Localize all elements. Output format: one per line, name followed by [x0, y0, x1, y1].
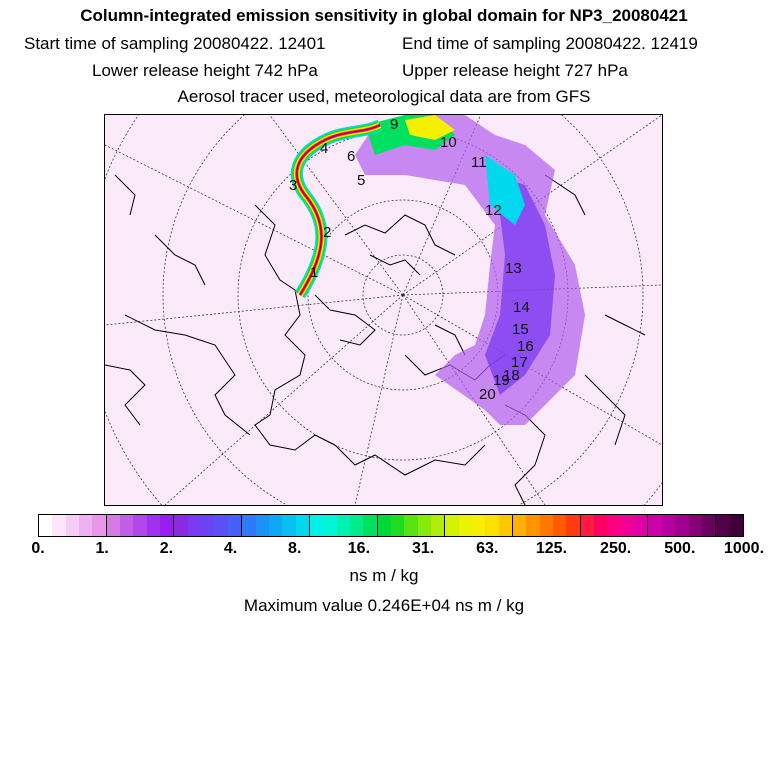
colorbar-tick-label: 8. — [288, 540, 302, 557]
colorbar-swatch — [227, 515, 243, 536]
trajectory-label: 10 — [440, 134, 457, 151]
colorbar-swatch — [404, 515, 418, 536]
colorbar-tick-label: 125. — [535, 540, 568, 557]
colorbar-swatch — [417, 515, 431, 536]
trajectory-label: 4 — [320, 140, 328, 157]
sensitivity-map: 1 2 3 4 5 6 9 10 11 12 13 14 15 16 17 18… — [104, 114, 663, 506]
colorbar-swatch — [133, 515, 147, 536]
colorbar-tick-label: 0. — [31, 540, 45, 557]
trajectory-label: 20 — [479, 386, 496, 403]
colorbar-swatch — [472, 515, 486, 536]
start-time-label: Start time of sampling 20080422. 12401 — [24, 34, 326, 53]
colorbar-swatch — [309, 515, 324, 536]
trajectory-label: 2 — [323, 224, 331, 241]
end-time-label: End time of sampling 20080422. 12419 — [402, 34, 698, 53]
maximum-value-label: Maximum value 0.246E+04 ns m / kg — [243, 596, 525, 615]
upper-release-height-label: Upper release height 727 hPa — [402, 61, 628, 80]
colorbar-tick-label: 500. — [664, 540, 696, 557]
trajectory-label: 13 — [505, 260, 522, 277]
trajectory-label: 16 — [517, 338, 534, 355]
colorbar-swatch — [336, 515, 350, 536]
colorbar-swatch — [242, 515, 256, 536]
colorbar-swatch — [174, 515, 188, 536]
lower-release-height-label: Lower release height 742 hPa — [92, 61, 318, 80]
colorbar-units: ns m / kg — [349, 566, 419, 585]
plot-title: Column-integrated emission sensitivity i… — [80, 6, 688, 25]
trajectory-label: 19 — [493, 372, 510, 389]
emission-sensitivity-plume — [355, 115, 585, 425]
trajectory-label: 11 — [471, 154, 487, 171]
colorbar-swatch — [323, 515, 337, 536]
colorbar-swatch — [661, 515, 676, 536]
colorbar-swatch — [498, 515, 514, 536]
colorbar-swatch — [201, 515, 215, 536]
colorbar-swatch — [430, 515, 446, 536]
colorbar-swatch — [445, 515, 459, 536]
colorbar-swatch — [39, 515, 53, 536]
colorbar-swatch — [688, 515, 702, 536]
colorbar-swatch — [52, 515, 66, 536]
colorbar-swatch — [187, 515, 202, 536]
colorbar-swatch — [458, 515, 472, 536]
colorbar-swatch — [255, 515, 269, 536]
colorbar-tick-label: 2. — [159, 540, 174, 557]
colorbar-swatch — [79, 515, 93, 536]
trajectory-label: 5 — [357, 172, 365, 189]
trajectory-label: 18 — [503, 367, 520, 384]
colorbar-tick-label: 16. — [347, 540, 371, 557]
colorbar-swatch — [716, 515, 730, 536]
colorbar-swatch — [120, 515, 134, 536]
trajectory-label: 3 — [289, 177, 297, 194]
colorbar-swatch — [729, 515, 743, 536]
colorbar-swatch — [553, 515, 567, 536]
trajectory-label: 15 — [512, 321, 529, 338]
colorbar-swatch — [268, 515, 283, 536]
colorbar-swatch — [65, 515, 80, 536]
colorbar-swatch — [146, 515, 161, 536]
colorbar-swatch — [214, 515, 228, 536]
colorbar-swatch — [539, 515, 554, 536]
colorbar-swatch — [675, 515, 689, 536]
colorbar-swatch — [349, 515, 364, 536]
colorbar-swatch — [282, 515, 296, 536]
colorbar-swatch — [566, 515, 581, 536]
colorbar-swatch — [634, 515, 649, 536]
colorbar-swatch — [594, 515, 608, 536]
colorbar-swatch — [295, 515, 310, 536]
colorbar-swatch — [580, 515, 595, 536]
colorbar-swatch — [485, 515, 499, 536]
colorbar-swatch — [607, 515, 621, 536]
trajectory-label: 14 — [513, 299, 530, 316]
colorbar-tick-label: 4. — [223, 540, 238, 557]
colorbar-tick-label: 63. — [476, 540, 499, 557]
colorbar-swatch — [377, 515, 391, 536]
colorbar-tick-label: 250. — [600, 540, 632, 557]
colorbar-swatch — [106, 515, 121, 536]
map-canvas: 1 2 3 4 5 6 9 10 11 12 13 14 15 16 17 18… — [105, 115, 662, 505]
colorbar-swatch — [513, 515, 527, 536]
trajectory-band — [290, 119, 383, 299]
trajectory-label: 17 — [511, 354, 528, 371]
trajectory-label: 12 — [485, 202, 502, 219]
colorbar-swatch — [701, 515, 717, 536]
trajectory-label: 6 — [347, 148, 355, 165]
colorbar — [38, 514, 744, 537]
colorbar-swatch — [390, 515, 405, 536]
colorbar-swatch — [363, 515, 378, 536]
colorbar-tick-label: 31. — [411, 540, 435, 557]
colorbar-swatch — [620, 515, 635, 536]
colorbar-swatch — [160, 515, 175, 536]
coastlines — [105, 174, 646, 505]
colorbar-tick-label: 1000. — [723, 540, 765, 557]
colorbar-tick-label: 1. — [95, 540, 109, 557]
trajectory-label: 9 — [390, 116, 398, 133]
trajectory-labels: 1 2 3 4 5 6 9 10 11 12 13 14 15 16 17 18… — [289, 116, 534, 403]
trajectory-label: 1 — [310, 264, 318, 281]
colorbar-swatch — [92, 515, 107, 536]
colorbar-swatch — [648, 515, 662, 536]
colorbar-swatch — [526, 515, 540, 536]
tracer-info-line: Aerosol tracer used, meteorological data… — [177, 87, 591, 106]
